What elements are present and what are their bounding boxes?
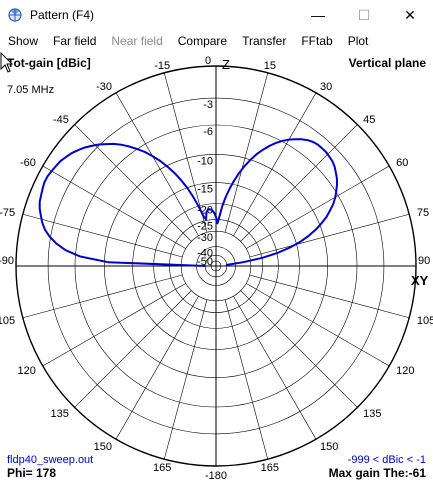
grid-ring xyxy=(15,65,417,467)
app-icon xyxy=(8,8,22,22)
maximize-button[interactable]: ☐ xyxy=(357,6,371,23)
menu-show[interactable]: Show xyxy=(8,34,39,48)
angle-label: 135 xyxy=(363,408,381,420)
angle-label: -30 xyxy=(96,81,112,93)
ring-label: -10 xyxy=(197,155,213,167)
angle-label: 165 xyxy=(153,462,171,474)
angle-label: 165 xyxy=(261,462,279,474)
grid-spoke xyxy=(240,290,358,408)
pattern-trace-group xyxy=(38,138,338,267)
grid-ring-center xyxy=(210,260,222,272)
close-button[interactable]: ✕ xyxy=(404,6,416,23)
angle-label: 45 xyxy=(363,114,375,126)
title-bar: Pattern (F4) — ☐ ✕ xyxy=(0,0,433,30)
grid-spoke xyxy=(224,299,269,460)
grid-ring xyxy=(74,124,358,408)
menu-compare[interactable]: Compare xyxy=(177,34,228,48)
pattern-trace xyxy=(38,138,338,267)
angle-label: 90 xyxy=(418,255,430,267)
polar-grid xyxy=(15,65,417,467)
ring-label: -40 xyxy=(197,248,213,260)
grid-spoke xyxy=(240,124,358,242)
menu-fftab[interactable]: FFtab xyxy=(301,34,333,48)
minimize-button[interactable]: — xyxy=(311,7,325,23)
angle-label: 75 xyxy=(417,207,429,219)
grid-ring xyxy=(153,203,279,329)
menu-plot[interactable]: Plot xyxy=(347,34,369,48)
menu-far-field[interactable]: Far field xyxy=(53,34,97,48)
window-title: Pattern (F4) xyxy=(30,8,95,22)
angle-label: 120 xyxy=(18,365,36,377)
grid-spoke xyxy=(246,165,390,249)
polar-plot-area[interactable]: -3 -6 -10 -15 -20 -25 -30 -40 -50 0 -15 15 -30 30 -45… xyxy=(0,52,433,483)
grid-spoke xyxy=(74,124,192,242)
z-axis-label: Z xyxy=(222,57,230,72)
grid-ring xyxy=(132,182,300,350)
menu-bar: Show Far field Near field Compare Transf… xyxy=(0,30,433,52)
mouse-cursor-icon xyxy=(0,52,14,73)
angle-label: 105 xyxy=(417,315,433,327)
menu-near-field[interactable]: Near field xyxy=(111,34,163,48)
gain-range-label: -999 < dBic < -1 xyxy=(348,454,426,466)
angle-label: 0 xyxy=(205,55,211,67)
gain-type-label: Tot-gain [dBic] xyxy=(7,56,91,70)
grid-spoke xyxy=(233,296,317,440)
phi-label: Phi= 178 xyxy=(7,466,56,480)
max-gain-label: Max gain The:-61 xyxy=(329,466,427,480)
grid-spoke xyxy=(224,72,269,233)
grid-spoke xyxy=(163,299,208,460)
angle-label: 30 xyxy=(320,81,332,93)
grid-spoke xyxy=(22,274,183,319)
menu-transfer[interactable]: Transfer xyxy=(242,34,287,48)
angle-labels: 0 -15 15 -30 30 -45 45 -60 60 -75 75 -90 90 105 105 120… xyxy=(0,55,433,482)
angle-label: -75 xyxy=(0,207,15,219)
plane-label: Vertical plane xyxy=(349,56,427,70)
angle-label: 105 xyxy=(0,315,15,327)
ring-label: -15 xyxy=(197,184,213,196)
grid-spoke xyxy=(42,283,186,367)
angle-label: 150 xyxy=(94,441,112,453)
frequency-label: 7.05 MHz xyxy=(7,84,54,96)
grid-spoke xyxy=(246,283,390,367)
grid-spoke xyxy=(115,296,199,440)
grid-spoke xyxy=(249,274,410,319)
angle-label: 150 xyxy=(320,441,338,453)
angle-label: 15 xyxy=(264,60,276,72)
angle-label: -180 xyxy=(205,470,227,482)
ring-label: -30 xyxy=(197,232,213,244)
ring-label: -25 xyxy=(197,220,213,232)
angle-label: -90 xyxy=(0,255,14,267)
grid-spoke xyxy=(42,165,186,249)
angle-label: -15 xyxy=(154,60,170,72)
grid-spoke xyxy=(249,213,410,258)
angle-label: 120 xyxy=(396,365,414,377)
grid-spoke xyxy=(115,92,199,236)
file-name-label: fldp40_sweep.out xyxy=(7,454,93,466)
grid-spoke xyxy=(22,213,183,258)
xy-axis-label: XY xyxy=(411,273,429,288)
grid-ring xyxy=(104,154,328,378)
ring-labels: -3-6-10-15-20-25-30-40-50 xyxy=(197,99,213,268)
angle-label: 60 xyxy=(396,157,408,169)
polar-plot: -3-6-10-15-20-25-30-40-50 0-15 15-30 30-45… xyxy=(0,55,433,482)
angle-label: -45 xyxy=(53,114,69,126)
grid-ring xyxy=(47,97,385,435)
angle-label: -60 xyxy=(20,157,36,169)
grid-spoke xyxy=(74,290,192,408)
ring-label: -3 xyxy=(203,99,213,111)
angle-label: 135 xyxy=(51,408,69,420)
ring-label: -6 xyxy=(203,126,213,138)
